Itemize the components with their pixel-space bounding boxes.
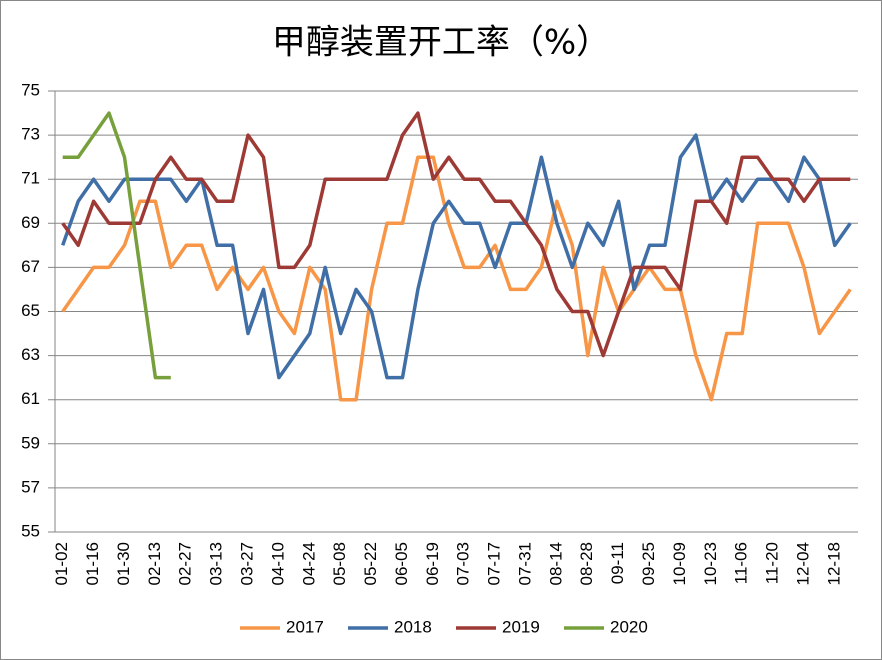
x-tick-label: 09-25 <box>639 542 658 585</box>
y-tick-label: 61 <box>21 389 40 408</box>
x-tick-label: 07-31 <box>515 542 534 585</box>
x-tick-label: 10-23 <box>701 542 720 585</box>
y-tick-label: 65 <box>21 301 40 320</box>
x-tick-label: 08-28 <box>577 542 596 585</box>
x-tick-label: 07-17 <box>485 542 504 585</box>
y-tick-label: 59 <box>21 433 40 452</box>
x-tick-label: 05-22 <box>361 542 380 585</box>
x-tick-label: 11-20 <box>763 542 782 584</box>
x-tick-label: 03-27 <box>238 542 257 585</box>
series-line <box>61 111 851 358</box>
y-tick-label: 57 <box>21 477 40 496</box>
x-tick-label: 02-13 <box>145 542 164 585</box>
chart-title: 甲醇装置开工率（%） <box>272 23 610 63</box>
x-tick-label: 05-08 <box>330 542 349 585</box>
y-tick-label: 71 <box>21 169 40 188</box>
y-tick-label: 75 <box>21 80 40 99</box>
x-tick-label: 12-04 <box>793 542 812 585</box>
y-tick-label: 55 <box>21 521 40 540</box>
x-tick-label: 03-13 <box>207 542 226 585</box>
x-tick-label: 06-05 <box>392 542 411 585</box>
x-tick-label: 01-16 <box>83 542 102 585</box>
y-tick-label: 63 <box>21 345 40 364</box>
series-line <box>62 111 171 380</box>
y-tick-label: 69 <box>21 213 40 232</box>
x-tick-label: 12-18 <box>824 542 843 585</box>
legend-label: 2019 <box>502 617 540 636</box>
legend-label: 2020 <box>610 617 648 636</box>
x-tick-label: 04-10 <box>268 542 287 585</box>
x-tick-label: 07-03 <box>454 542 473 585</box>
x-tick-label: 10-09 <box>670 542 689 585</box>
x-tick-label: 06-19 <box>423 542 442 585</box>
series-line <box>61 155 852 402</box>
x-tick-label: 04-24 <box>299 542 318 585</box>
x-tick-label: 09-11 <box>608 542 627 584</box>
series-line <box>61 133 852 380</box>
legend-label: 2018 <box>394 617 432 636</box>
y-tick-label: 73 <box>21 125 40 144</box>
x-tick-label: 01-02 <box>52 542 71 585</box>
legend-label: 2017 <box>286 617 324 636</box>
x-tick-label: 02-27 <box>176 542 195 585</box>
x-tick-label: 08-14 <box>546 542 565 585</box>
y-tick-label: 67 <box>21 257 40 276</box>
x-tick-label: 01-30 <box>114 542 133 585</box>
x-tick-label: 11-06 <box>732 542 751 584</box>
